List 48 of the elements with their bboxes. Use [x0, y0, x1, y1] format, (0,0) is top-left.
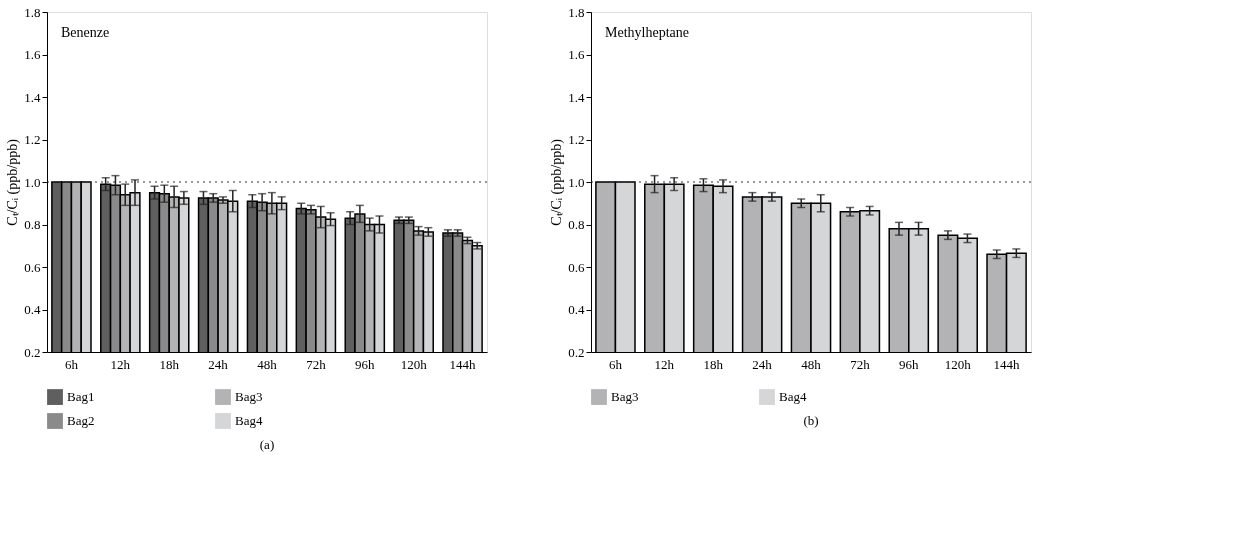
y-tick-label: 0.4: [24, 302, 41, 317]
x-tick-label: 144h: [449, 356, 477, 372]
y-tick-label: 1.0: [568, 174, 585, 190]
y-tick-label: 0.8: [568, 217, 585, 232]
x-tick-label: 48h: [257, 356, 278, 372]
y-tick-label: 1.4: [568, 89, 585, 105]
x-tick-label: 12h: [654, 356, 675, 372]
x-tick-label: 96h: [355, 356, 376, 372]
y-tick-label: 1.4: [24, 89, 41, 105]
text: Benenze: [61, 25, 110, 40]
y-tick-label: 1.0: [24, 174, 41, 190]
x-tick-label: 18h: [159, 356, 180, 372]
legend-label: Bag1: [67, 389, 95, 405]
y-tick-label: 1.6: [24, 47, 41, 62]
y-axis-title: Cₜ/Cᵢ (ppb/ppb): [5, 138, 22, 226]
y-tick-label: 0.2: [568, 344, 585, 360]
x-tick-label: 6h: [64, 356, 79, 372]
x-tick-label: 120h: [400, 356, 428, 372]
y-tick-label: 1.6: [568, 47, 585, 62]
text: (b): [803, 413, 819, 428]
legend-label: Bag4: [779, 389, 807, 405]
legend-label: Bag3: [235, 389, 263, 405]
y-tick-label: 1.8: [568, 4, 585, 20]
x-tick-label: 6h: [608, 356, 623, 372]
text: (a): [259, 437, 275, 452]
x-tick-label: 120h: [944, 356, 972, 372]
legend-label: Bag4: [235, 413, 263, 428]
x-tick-label: 144h: [993, 356, 1021, 372]
y-tick-label: 0.6: [568, 259, 585, 275]
y-tick-label: 1.8: [24, 4, 41, 20]
x-tick-label: 12h: [110, 356, 131, 372]
y-tick-label: 1.2: [568, 132, 585, 147]
y-tick-label: 0.6: [24, 259, 41, 275]
legend-label: Bag2: [67, 413, 95, 428]
x-tick-label: 72h: [306, 356, 327, 372]
y-tick-label: 0.2: [24, 344, 41, 360]
text: Methylheptane: [605, 25, 689, 40]
x-tick-label: 72h: [850, 356, 871, 372]
y-axis-title: Cₜ/Cᵢ (ppb/ppb): [549, 138, 566, 226]
y-tick-label: 0.8: [24, 217, 41, 232]
x-tick-label: 24h: [208, 356, 229, 372]
x-tick-label: 24h: [752, 356, 773, 372]
x-tick-label: 96h: [899, 356, 920, 372]
legend-label: Bag3: [611, 389, 639, 405]
y-tick-label: 0.4: [568, 302, 585, 317]
x-tick-label: 18h: [703, 356, 724, 372]
y-tick-label: 1.2: [24, 132, 41, 147]
x-tick-label: 48h: [801, 356, 822, 372]
